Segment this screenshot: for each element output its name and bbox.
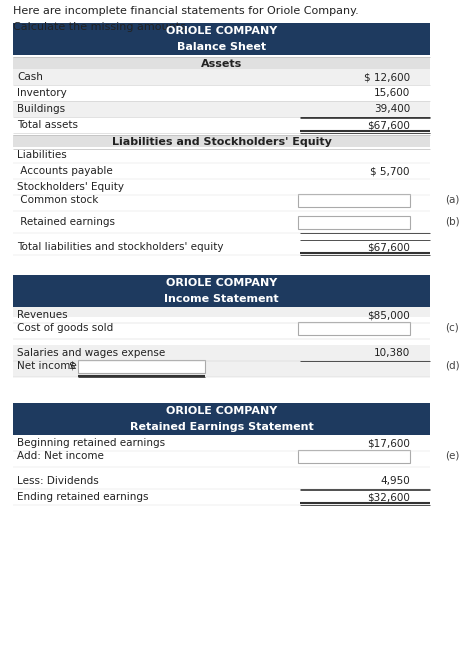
Text: $67,600: $67,600 bbox=[367, 242, 410, 252]
FancyBboxPatch shape bbox=[13, 307, 430, 323]
Text: $32,600: $32,600 bbox=[367, 492, 410, 502]
Text: Ending retained earnings: Ending retained earnings bbox=[17, 492, 148, 502]
FancyBboxPatch shape bbox=[13, 345, 430, 361]
Text: ORIOLE COMPANY: ORIOLE COMPANY bbox=[166, 26, 277, 36]
FancyBboxPatch shape bbox=[13, 355, 430, 377]
Text: (b): (b) bbox=[445, 217, 460, 227]
Text: Total liabilities and stockholders' equity: Total liabilities and stockholders' equi… bbox=[17, 242, 224, 252]
FancyBboxPatch shape bbox=[298, 321, 410, 334]
Text: Liabilities and Stockholders' Equity: Liabilities and Stockholders' Equity bbox=[111, 137, 331, 147]
Text: Calculate the missing amounts.: Calculate the missing amounts. bbox=[13, 22, 190, 32]
Text: Stockholders' Equity: Stockholders' Equity bbox=[17, 182, 124, 192]
Text: Common stock: Common stock bbox=[17, 195, 99, 205]
Text: $85,000: $85,000 bbox=[367, 310, 410, 320]
FancyBboxPatch shape bbox=[13, 189, 430, 211]
FancyBboxPatch shape bbox=[13, 489, 430, 505]
FancyBboxPatch shape bbox=[13, 163, 430, 179]
FancyBboxPatch shape bbox=[298, 193, 410, 206]
Text: Income Statement: Income Statement bbox=[164, 294, 279, 304]
FancyBboxPatch shape bbox=[13, 85, 430, 101]
FancyBboxPatch shape bbox=[13, 23, 430, 39]
FancyBboxPatch shape bbox=[13, 473, 430, 489]
FancyBboxPatch shape bbox=[13, 239, 430, 255]
Text: (d): (d) bbox=[445, 361, 460, 371]
Text: Assets: Assets bbox=[201, 59, 242, 69]
Text: ORIOLE COMPANY: ORIOLE COMPANY bbox=[166, 278, 277, 288]
Text: 4,950: 4,950 bbox=[380, 476, 410, 486]
Text: Cash: Cash bbox=[17, 72, 43, 82]
Text: Inventory: Inventory bbox=[17, 88, 67, 98]
Text: (c): (c) bbox=[445, 323, 459, 333]
FancyBboxPatch shape bbox=[13, 275, 430, 291]
FancyBboxPatch shape bbox=[13, 117, 430, 133]
FancyBboxPatch shape bbox=[13, 211, 430, 233]
FancyBboxPatch shape bbox=[13, 445, 430, 467]
Text: Buildings: Buildings bbox=[17, 104, 65, 114]
FancyBboxPatch shape bbox=[13, 39, 430, 55]
Text: Salaries and wages expense: Salaries and wages expense bbox=[17, 348, 165, 358]
Text: Liabilities: Liabilities bbox=[17, 150, 67, 160]
Text: Retained earnings: Retained earnings bbox=[17, 217, 115, 227]
FancyBboxPatch shape bbox=[13, 291, 430, 307]
Text: Net income: Net income bbox=[17, 361, 77, 371]
FancyBboxPatch shape bbox=[13, 101, 430, 117]
Text: Beginning retained earnings: Beginning retained earnings bbox=[17, 438, 165, 448]
Text: (a): (a) bbox=[445, 195, 459, 205]
Text: ORIOLE COMPANY: ORIOLE COMPANY bbox=[166, 406, 277, 416]
Text: $17,600: $17,600 bbox=[367, 438, 410, 448]
Text: Balance Sheet: Balance Sheet bbox=[177, 42, 266, 52]
Text: Total assets: Total assets bbox=[17, 120, 78, 130]
Text: 15,600: 15,600 bbox=[374, 88, 410, 98]
Text: Cost of goods sold: Cost of goods sold bbox=[17, 323, 113, 333]
FancyBboxPatch shape bbox=[298, 215, 410, 228]
Text: Here are incomplete financial statements for Oriole Company.: Here are incomplete financial statements… bbox=[13, 6, 359, 16]
Text: $67,600: $67,600 bbox=[367, 120, 410, 130]
Text: $ 5,700: $ 5,700 bbox=[371, 166, 410, 176]
Text: (e): (e) bbox=[445, 451, 459, 461]
Text: $ 12,600: $ 12,600 bbox=[364, 72, 410, 82]
Text: 39,400: 39,400 bbox=[374, 104, 410, 114]
FancyBboxPatch shape bbox=[13, 135, 430, 149]
Text: Less: Dividends: Less: Dividends bbox=[17, 476, 99, 486]
FancyBboxPatch shape bbox=[13, 57, 430, 71]
Text: 10,380: 10,380 bbox=[374, 348, 410, 358]
FancyBboxPatch shape bbox=[13, 403, 430, 419]
FancyBboxPatch shape bbox=[13, 419, 430, 435]
FancyBboxPatch shape bbox=[13, 317, 430, 339]
Text: Revenues: Revenues bbox=[17, 310, 68, 320]
FancyBboxPatch shape bbox=[13, 435, 430, 451]
FancyBboxPatch shape bbox=[13, 69, 430, 85]
Text: Accounts payable: Accounts payable bbox=[17, 166, 113, 176]
Text: Retained Earnings Statement: Retained Earnings Statement bbox=[129, 422, 313, 432]
Text: $: $ bbox=[68, 361, 74, 371]
FancyBboxPatch shape bbox=[78, 360, 205, 373]
FancyBboxPatch shape bbox=[298, 450, 410, 463]
FancyBboxPatch shape bbox=[13, 147, 430, 163]
Text: Add: Net income: Add: Net income bbox=[17, 451, 104, 461]
FancyBboxPatch shape bbox=[13, 179, 430, 195]
